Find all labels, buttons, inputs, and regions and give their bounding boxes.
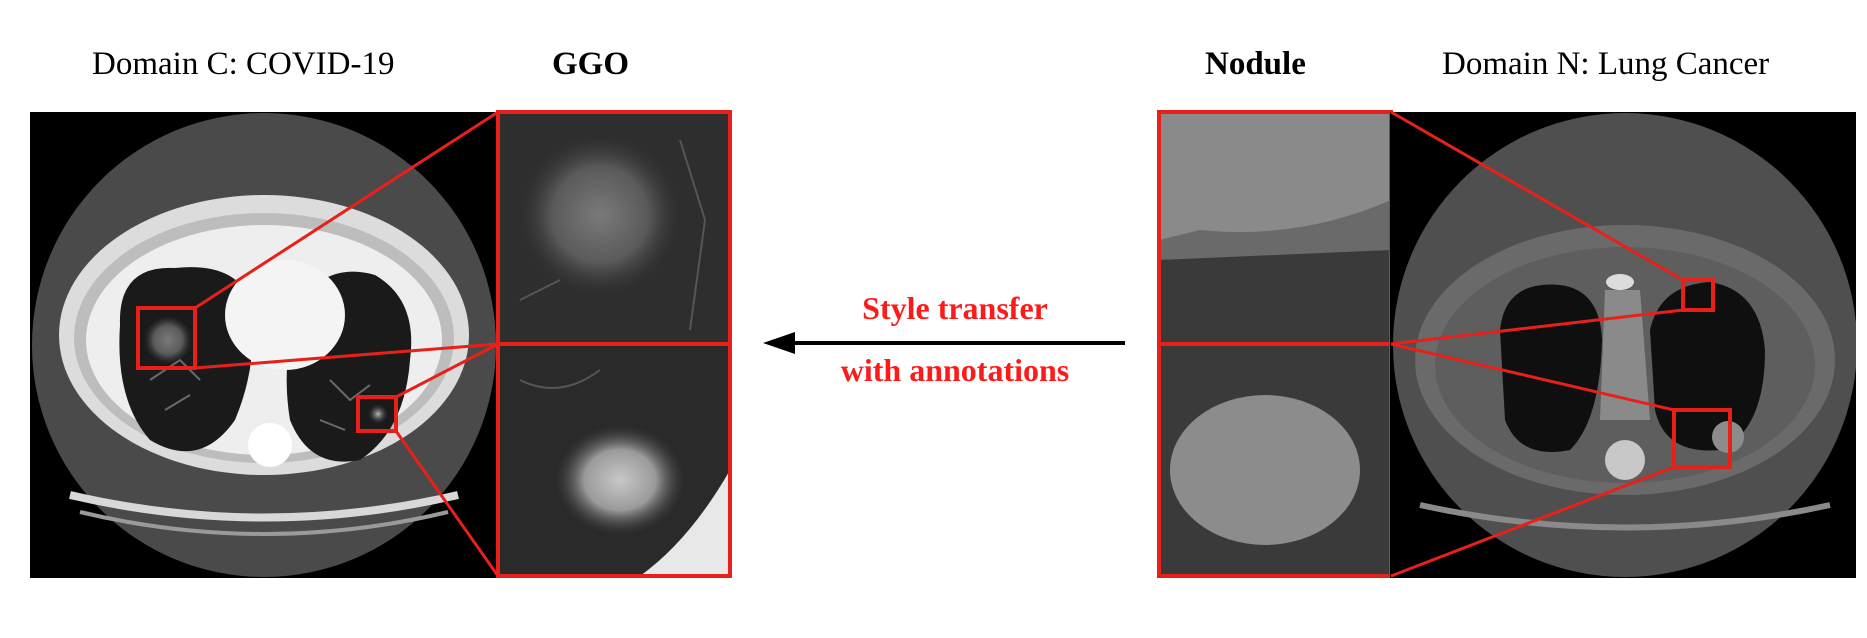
ggo-zoom-bottom	[498, 344, 730, 576]
mediastinum	[1600, 290, 1650, 420]
style-transfer-label: Style transfer	[862, 290, 1048, 326]
domain-n-label: Domain N: Lung Cancer	[1442, 46, 1770, 82]
with-annotations-label: with annotations	[840, 352, 1070, 388]
right-connectors	[1390, 110, 1684, 578]
nodule-mass	[1170, 395, 1360, 545]
ggo-box-large	[136, 306, 197, 370]
left-lung-r	[1650, 282, 1765, 451]
domain-c-label: Domain C: COVID-19	[92, 46, 395, 82]
small-lesion	[368, 404, 388, 424]
ggo-lesion	[144, 316, 192, 364]
right-lung-r	[1500, 284, 1602, 452]
nodule-zoom-bottom	[1159, 344, 1391, 576]
spine	[248, 423, 292, 467]
heart	[225, 260, 345, 370]
nodule-box-large	[1672, 408, 1732, 469]
nodule-label: Nodule	[1205, 46, 1306, 82]
style-transfer-arrow	[763, 332, 1125, 354]
nodule-zoom-top	[1159, 112, 1391, 344]
ggo-zoom-top	[498, 112, 730, 344]
right-lung	[119, 267, 253, 452]
nodule-box-small	[1681, 278, 1715, 312]
covid-ct-scan	[30, 112, 498, 578]
ggo-label: GGO	[552, 46, 630, 82]
ggo-zoom-frame-bottom	[496, 342, 732, 578]
ct-table	[69, 491, 459, 522]
ggo-box-small	[356, 395, 398, 433]
lung-cancer-ct-scan	[1390, 112, 1856, 578]
left-connectors	[194, 110, 500, 577]
spine-right	[1605, 440, 1645, 480]
arrow-head	[763, 332, 795, 354]
